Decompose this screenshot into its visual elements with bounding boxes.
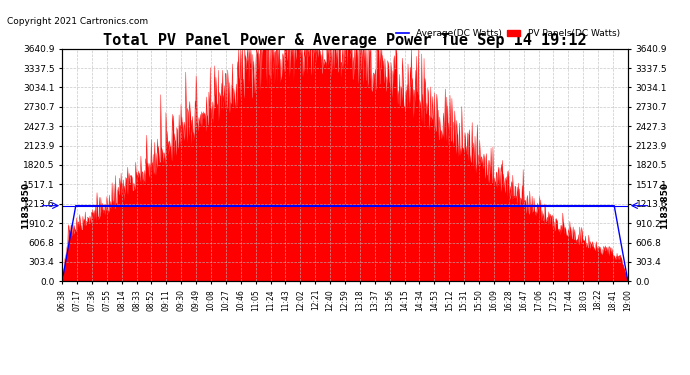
Text: 1183.850: 1183.850: [21, 182, 30, 229]
Legend: Average(DC Watts), PV Panels(DC Watts): Average(DC Watts), PV Panels(DC Watts): [392, 26, 623, 42]
Text: Copyright 2021 Cartronics.com: Copyright 2021 Cartronics.com: [7, 17, 148, 26]
Text: 1183.850: 1183.850: [660, 182, 669, 229]
Title: Total PV Panel Power & Average Power Tue Sep 14 19:12: Total PV Panel Power & Average Power Tue…: [104, 33, 586, 48]
